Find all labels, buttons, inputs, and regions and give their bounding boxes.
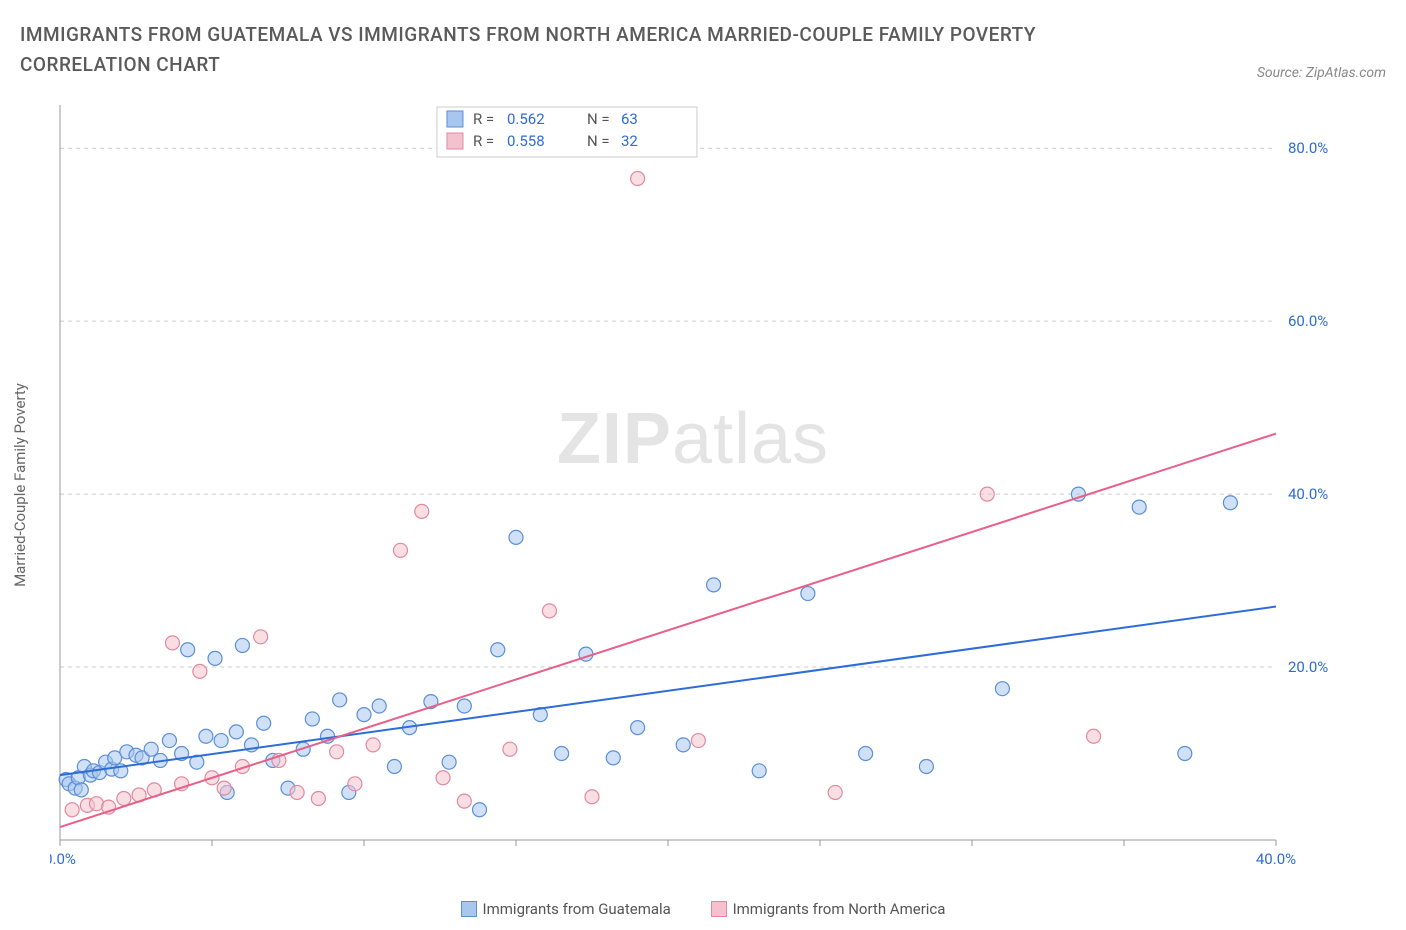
svg-text:R =: R = <box>473 110 494 128</box>
y-axis-label: Married-Couple Family Poverty <box>11 383 29 587</box>
legend-label-2: Immigrants from North America <box>733 900 946 918</box>
chart-title: IMMIGRANTS FROM GUATEMALA VS IMMIGRANTS … <box>20 20 1120 81</box>
svg-text:R =: R = <box>473 132 494 150</box>
legend-label-1: Immigrants from Guatemala <box>483 900 671 918</box>
svg-text:60.0%: 60.0% <box>1288 312 1328 330</box>
legend-item-2: Immigrants from North America <box>711 900 946 918</box>
svg-text:80.0%: 80.0% <box>1288 139 1328 157</box>
svg-text:63: 63 <box>621 110 638 128</box>
svg-text:40.0%: 40.0% <box>1288 485 1328 503</box>
legend-swatch-2 <box>711 901 727 917</box>
chart-svg: 20.0% 40.0% 60.0% 80.0% 0.0% 40.0% R = 0.562 N … <box>50 100 1336 870</box>
svg-text:0.0%: 0.0% <box>50 850 76 868</box>
svg-text:0.562: 0.562 <box>507 110 545 128</box>
legend-item-1: Immigrants from Guatemala <box>461 900 675 918</box>
svg-text:40.0%: 40.0% <box>1256 850 1296 868</box>
svg-text:N =: N = <box>587 132 610 150</box>
svg-text:32: 32 <box>621 132 638 150</box>
chart-area: Married-Couple Family Poverty ZIPatlas 2… <box>50 100 1336 870</box>
svg-text:20.0%: 20.0% <box>1288 658 1328 676</box>
legend-swatch-1 <box>461 901 477 917</box>
svg-text:N =: N = <box>587 110 610 128</box>
svg-text:0.558: 0.558 <box>507 132 545 150</box>
bottom-legend: Immigrants from Guatemala Immigrants fro… <box>0 900 1406 918</box>
source-label: Source: ZipAtlas.com <box>1257 65 1386 81</box>
